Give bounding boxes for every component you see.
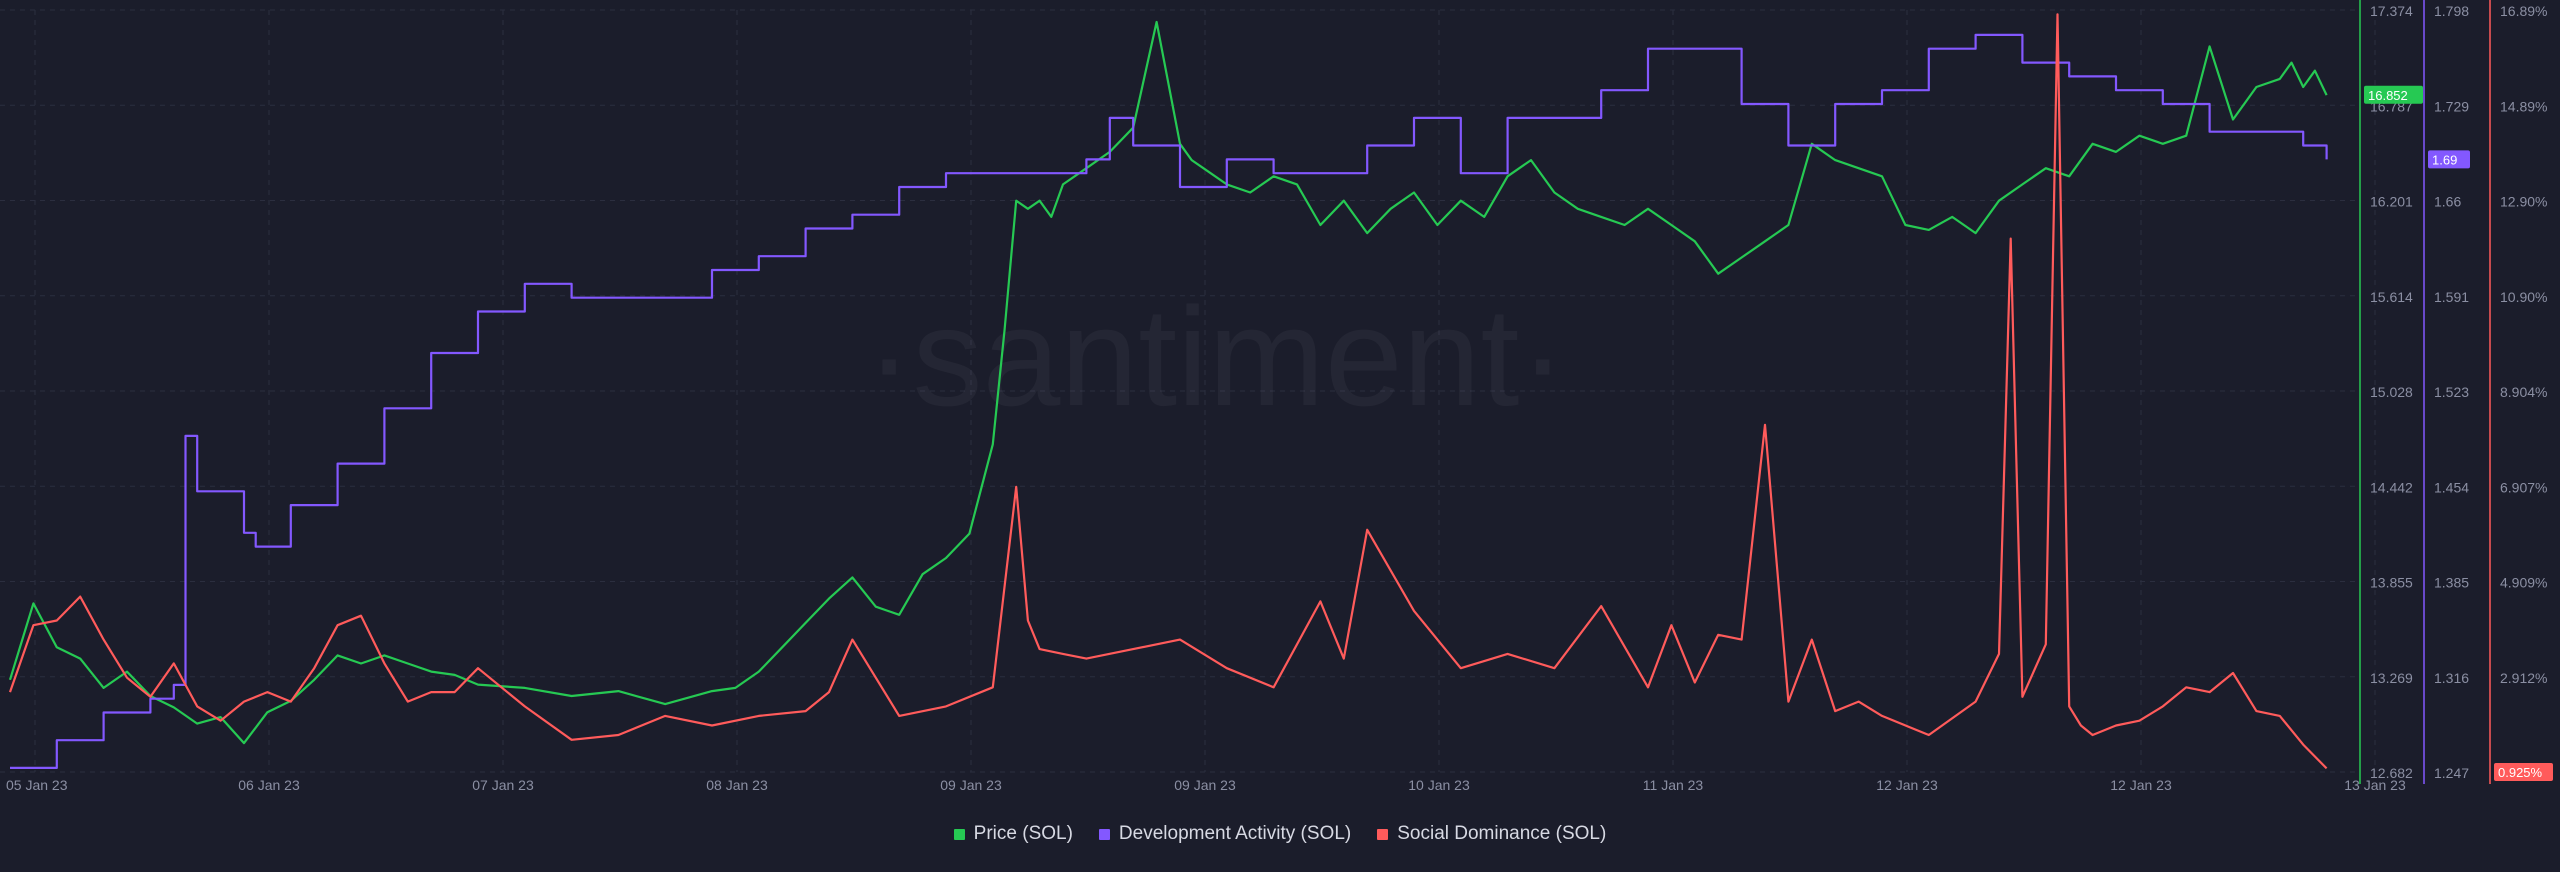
x-axis-tick-label: 06 Jan 23 xyxy=(238,777,300,793)
legend-item-development-activity[interactable]: Development Activity (SOL) xyxy=(1098,823,1352,845)
social-current-value-label: 0.925% xyxy=(2498,765,2543,780)
series-layer xyxy=(8,13,2328,770)
dev-axis-tick-label: 1.591 xyxy=(2434,289,2469,305)
social-axis-tick-label: 4.909% xyxy=(2500,575,2547,591)
dev-axis-tick-label: 1.66 xyxy=(2434,194,2461,210)
price-axis-tick-label: 17.374 xyxy=(2370,3,2413,19)
dev-axis-tick-label: 1.729 xyxy=(2434,98,2469,114)
dev-axis-tick-label: 1.247 xyxy=(2434,765,2469,781)
dev-axis-tick-label: 1.385 xyxy=(2434,575,2469,591)
price-axis-tick-label: 15.028 xyxy=(2370,384,2413,400)
social-axis-tick-label: 10.90% xyxy=(2500,289,2547,305)
x-axis-tick-label: 12 Jan 23 xyxy=(1876,777,1938,793)
dev-axis-tick-label: 1.798 xyxy=(2434,3,2469,19)
social-axis-tick-label: 2.912% xyxy=(2500,670,2547,686)
price-current-value-badge xyxy=(2364,85,2423,104)
price-axis-tick-label: 12.682 xyxy=(2370,765,2413,781)
x-axis-tick-label: 09 Jan 23 xyxy=(940,777,1002,793)
x-axis-tick-label: 05 Jan 23 xyxy=(6,777,68,793)
development-activity-line xyxy=(10,33,2328,769)
price-current-value-label: 16.852 xyxy=(2368,88,2408,103)
santiment-watermark: ·santiment· xyxy=(866,278,1566,435)
price-axis-tick-label: 14.442 xyxy=(2370,479,2413,495)
legend-label-price: Price (SOL) xyxy=(973,823,1073,844)
x-axis-tick-label: 07 Jan 23 xyxy=(472,777,534,793)
legend-item-price[interactable]: Price (SOL) xyxy=(953,823,1073,845)
x-axis-tick-label: 11 Jan 23 xyxy=(1643,777,1704,793)
social-axis-tick-label: 6.907% xyxy=(2500,479,2547,495)
x-axis-tick-label: 10 Jan 23 xyxy=(1408,777,1470,793)
legend-label-social-dominance: Social Dominance (SOL) xyxy=(1397,823,1607,844)
x-axis-tick-label: 12 Jan 23 xyxy=(2110,777,2172,793)
legend-label-development-activity: Development Activity (SOL) xyxy=(1118,823,1352,844)
social-axis-tick-label: 12.90% xyxy=(2500,194,2547,210)
price-axis-tick-label: 15.614 xyxy=(2370,289,2413,305)
dev-axis-tick-label: 1.523 xyxy=(2434,384,2469,400)
social-axis-tick-label: 16.89% xyxy=(2500,3,2547,19)
dev-axis-tick-label: 1.316 xyxy=(2434,670,2469,686)
dev-current-value-badge xyxy=(2428,150,2470,169)
price-axis-tick-label: 16.201 xyxy=(2370,194,2413,210)
legend: Price (SOL) Development Activity (SOL) S… xyxy=(0,820,2560,848)
axes: 17.37416.78716.20115.61415.02814.44213.8… xyxy=(2359,0,2553,784)
social-dominance-line xyxy=(8,13,2328,770)
price-line xyxy=(8,20,2328,745)
social-axis-tick-label: 14.89% xyxy=(2500,98,2547,114)
dev-current-value-label: 1.69 xyxy=(2432,152,2457,167)
social-current-value-badge xyxy=(2494,763,2553,781)
x-axis-tick-label: 08 Jan 23 xyxy=(706,777,768,793)
development-activity-swatch-icon xyxy=(1098,828,1110,840)
grid xyxy=(0,9,2376,773)
price-axis-tick-label: 13.269 xyxy=(2370,670,2413,686)
x-axis-tick-label: 09 Jan 23 xyxy=(1174,777,1236,793)
legend-item-social-dominance[interactable]: Social Dominance (SOL) xyxy=(1377,823,1606,845)
price-axis-tick-label: 13.855 xyxy=(2370,575,2413,591)
social-axis-tick-label: 8.904% xyxy=(2500,384,2547,400)
dev-axis-tick-label: 1.454 xyxy=(2434,479,2469,495)
price-swatch-icon xyxy=(953,828,965,840)
social-dominance-swatch-icon xyxy=(1377,828,1389,840)
x-axis-ticks: 05 Jan 23 06 Jan 23 07 Jan 23 08 Jan 23 09 J… xyxy=(6,777,2406,793)
x-axis-tick-label: 13 Jan 23 xyxy=(2344,777,2406,793)
